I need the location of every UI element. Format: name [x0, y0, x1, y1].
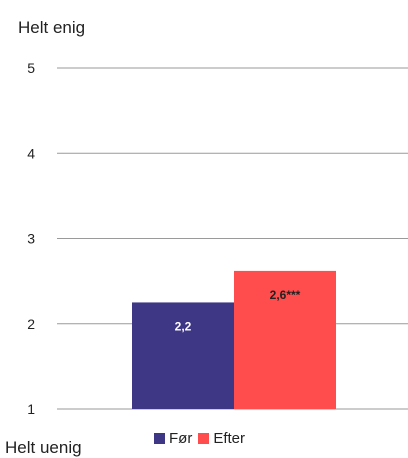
bar-efter — [234, 270, 336, 409]
legend-item-for: Før — [154, 430, 192, 447]
y-tick-label-2: 2 — [27, 316, 35, 332]
y-tick-label-3: 3 — [27, 231, 35, 247]
y-axis-top-label: Helt enig — [18, 18, 86, 37]
legend-label-for: Før — [169, 430, 193, 447]
legend-label-efter: Efter — [213, 430, 246, 447]
legend-swatch-for — [154, 433, 165, 444]
bar-value-label-for: 2,2 — [175, 319, 192, 333]
y-tick-label-4: 4 — [27, 145, 35, 161]
chart-legend: Før Efter — [154, 430, 245, 447]
bar-value-label-efter: 2,6*** — [270, 288, 301, 302]
y-axis-bottom-label: Helt uenig — [5, 438, 82, 457]
legend-item-efter: Efter — [198, 430, 245, 447]
bar-for — [132, 302, 234, 409]
y-tick-label-5: 5 — [27, 60, 35, 76]
legend-swatch-efter — [198, 433, 210, 444]
y-tick-label-1: 1 — [27, 401, 35, 417]
